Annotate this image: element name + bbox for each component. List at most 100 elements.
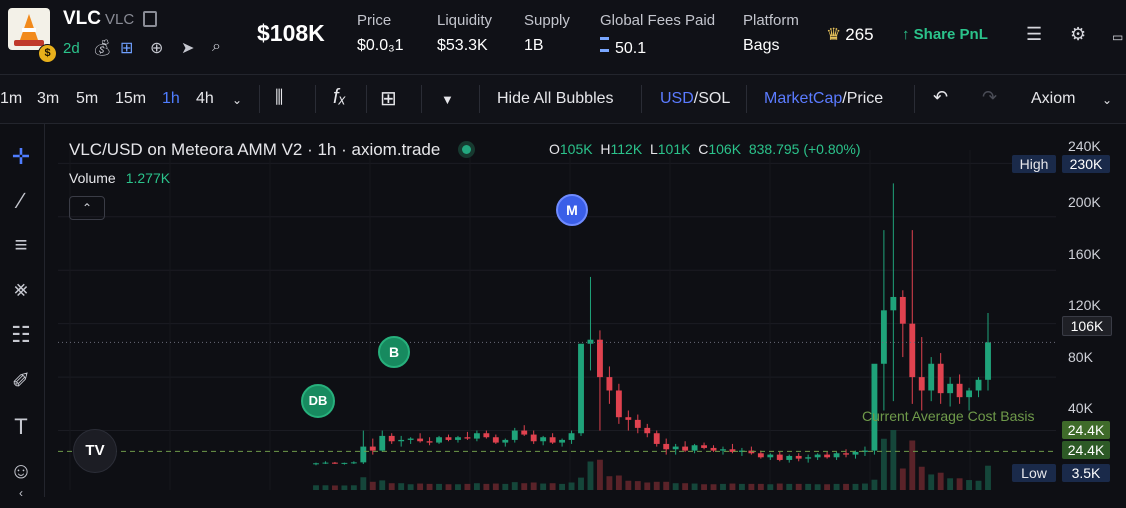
gear-icon[interactable]: ⚙: [1070, 24, 1087, 44]
horizontal-lines-icon[interactable]: ≡: [14, 232, 28, 257]
timeframe-1h[interactable]: 1h: [162, 90, 180, 107]
more-icon[interactable]: ▭: [1112, 30, 1124, 44]
volume-bar: [852, 483, 859, 490]
collapse-legend-button[interactable]: ⌃: [69, 196, 105, 220]
price-chart[interactable]: [45, 124, 1126, 497]
volume-bar: [398, 483, 405, 490]
timeframe-3m[interactable]: 3m: [37, 90, 60, 107]
brush-icon[interactable]: ✐: [11, 368, 31, 393]
copy-icon[interactable]: [143, 11, 157, 27]
volume-bar: [331, 485, 338, 490]
candle-body: [824, 454, 831, 458]
divider: [259, 85, 260, 113]
crown-badge[interactable]: ♛ 265: [826, 25, 874, 45]
market-cap: $108K: [257, 20, 325, 46]
candle-body: [663, 443, 670, 450]
metric-toggle[interactable]: MarketCap/Price: [764, 90, 883, 108]
ohlc-close: 106K: [708, 141, 742, 157]
stat-value: 1B: [524, 37, 544, 54]
tradingview-logo[interactable]: TV: [73, 429, 117, 473]
status-dot: [462, 145, 472, 154]
crosshair-icon[interactable]: ✛: [11, 144, 31, 169]
divider: [366, 85, 367, 113]
dev-buy-bubble[interactable]: DB: [301, 384, 335, 418]
undo-icon[interactable]: ↶: [933, 87, 949, 107]
text-tool-icon[interactable]: T: [14, 414, 28, 439]
candle-body: [492, 437, 499, 443]
pattern-icon[interactable]: ⨳: [14, 276, 28, 301]
volume-bar: [492, 483, 499, 490]
indicators-icon[interactable]: fₓ: [333, 86, 347, 108]
provider-select[interactable]: Axiom: [1031, 90, 1076, 107]
candle-body: [436, 437, 442, 443]
timeframe-15m[interactable]: 15m: [115, 90, 147, 107]
trendline-icon[interactable]: ∕: [19, 188, 23, 213]
volume-bar: [937, 472, 944, 490]
cone-band: [22, 28, 36, 32]
volume-bar: [549, 483, 556, 490]
migration-bubble[interactable]: M: [556, 194, 588, 226]
avg-cost-tag: 24.4K: [1062, 421, 1110, 439]
chevron-down-icon[interactable]: ⌄: [232, 93, 243, 107]
volume-bar: [956, 478, 963, 490]
candle-body: [644, 427, 651, 434]
token-header: $ VLC VLC 2d 💰︎ ⊞ ⊕ ➤ ⌕ $108K Price $0.0…: [0, 0, 1126, 75]
telegram-icon[interactable]: ➤: [181, 40, 195, 57]
cone-base: [14, 40, 44, 46]
candle-body: [634, 419, 641, 428]
currency-usd: USD: [660, 90, 694, 107]
token-symbol: VLC: [105, 11, 135, 28]
globe-icon[interactable]: ⊕: [150, 40, 164, 57]
timeframe-4h[interactable]: 4h: [196, 90, 214, 107]
collapse-arrow-icon[interactable]: ‹: [19, 486, 23, 500]
list-settings-icon[interactable]: ☰: [1026, 24, 1043, 44]
share-pnl-button[interactable]: ↑ Share PnL: [902, 26, 988, 43]
fib-icon[interactable]: ☷: [11, 322, 31, 347]
candle-body: [331, 462, 338, 464]
low-value: 3.5K: [1062, 464, 1110, 482]
emoji-icon[interactable]: ☺: [9, 458, 33, 483]
y-tick: 200K: [1068, 194, 1101, 210]
candle-body: [833, 453, 840, 458]
candle-body: [966, 390, 973, 398]
redo-icon[interactable]: ↷: [982, 87, 998, 107]
candle-body: [464, 437, 471, 439]
currency-toggle[interactable]: USD/SOL: [660, 90, 730, 108]
chevron-down-icon[interactable]: ⌄: [1102, 93, 1113, 107]
divider: [315, 85, 316, 113]
candle-body: [313, 463, 319, 465]
search-icon[interactable]: ⌕: [212, 38, 221, 55]
divider: [641, 85, 642, 113]
stat-label: Liquidity: [437, 12, 493, 29]
volume-bar: [975, 480, 982, 490]
token-logo[interactable]: [8, 8, 50, 50]
stat-label: Global Fees Paid: [600, 12, 716, 29]
candle-body: [852, 451, 859, 455]
volume-bar: [559, 483, 566, 490]
candle-body: [814, 454, 821, 458]
candle-body: [530, 434, 537, 442]
money-bag-icon[interactable]: 💰︎: [92, 40, 113, 57]
volume-bar: [928, 474, 935, 490]
caret-down-icon[interactable]: ▼: [441, 92, 454, 107]
volume-bar: [625, 480, 632, 490]
stat-value: $0.0₃1: [357, 37, 404, 54]
stat-label: Platform: [743, 12, 799, 29]
avg-cost-tag-2: 24.4K: [1062, 441, 1110, 459]
candle-body: [691, 445, 698, 451]
volume-bar: [568, 482, 575, 490]
candles-icon[interactable]: ⫼: [275, 87, 284, 107]
timeframe-5m[interactable]: 5m: [76, 90, 99, 107]
volume-bar: [738, 483, 745, 490]
timeframe-1m[interactable]: 1m: [0, 90, 23, 107]
ohlc-open-label: O: [549, 141, 560, 157]
grid-icon[interactable]: ⊞: [120, 40, 134, 57]
hide-bubbles-button[interactable]: Hide All Bubbles: [497, 90, 614, 107]
layout-grid-icon[interactable]: ⊞: [380, 88, 397, 110]
candle-body: [720, 449, 726, 451]
candle-body: [625, 417, 632, 420]
volume-bar: [587, 461, 594, 490]
buy-bubble[interactable]: B: [378, 336, 410, 368]
volume-bar: [672, 483, 679, 490]
volume-bar: [786, 483, 793, 490]
